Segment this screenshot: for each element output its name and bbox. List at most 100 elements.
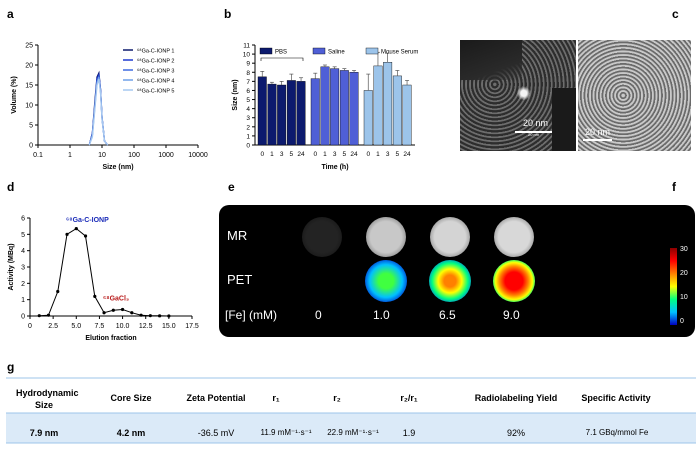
tem-image-darkfield: 20 nm 20 nm	[460, 40, 576, 151]
scale-label-left-small: 20 nm	[528, 132, 540, 137]
b-y-tick-label: 4	[246, 106, 250, 113]
b-legend-label: PBS	[275, 50, 287, 56]
d-x-tick-label: 10.0	[116, 323, 130, 330]
d-data-point	[65, 232, 69, 236]
b-x-tick-label: 0	[260, 151, 264, 158]
a-legend-label: ⁶⁸Ga-C-IONP 3	[137, 68, 175, 75]
a-x-axis-label: Size (nm)	[102, 164, 133, 171]
d-x-tick-label: 2.5	[48, 323, 58, 330]
panel-letter-d: d	[7, 180, 15, 194]
a-y-tick-label: 20	[25, 63, 33, 70]
b-y-tick-label: 7	[246, 79, 250, 86]
table-value-hydrodynamic-size: 7.9 nm	[29, 428, 59, 438]
b-x-tick-label: 3	[280, 151, 284, 158]
b-significance-bracket	[260, 57, 304, 61]
b-x-tick-label: 1	[376, 151, 380, 158]
d-data-point	[130, 311, 134, 315]
colorbar-min: 0	[680, 318, 684, 325]
d-x-tick-label: 12.5	[139, 323, 153, 330]
tem-images: 20 nm 20 nm 20 nm	[460, 40, 691, 151]
d-y-tick-label: 4	[21, 248, 25, 255]
d-data-point	[139, 313, 143, 317]
b-legend-swatch	[365, 47, 379, 55]
pet-phantom	[493, 260, 535, 302]
b-legend-label: Mouse Serum	[381, 50, 418, 56]
fe-value-1: 1.0	[373, 308, 390, 322]
b-y-tick-label: 1	[246, 133, 250, 140]
d-data-point	[148, 314, 152, 318]
b-x-tick-label: 5	[396, 151, 400, 158]
mr-row-label: MR	[227, 228, 248, 243]
b-legend-swatch	[259, 47, 273, 55]
b-y-tick-label: 3	[246, 115, 250, 122]
table-header-radiolabeling-yield: Radiolabeling Yield	[474, 393, 558, 403]
a-y-axis-label: Volume (%)	[11, 76, 18, 114]
b-y-tick-label: 0	[246, 143, 250, 150]
d-data-point	[37, 314, 41, 318]
b-x-tick-label: 24	[403, 151, 411, 158]
b-y-tick-label: 10	[243, 52, 251, 59]
table-header-r2: r₂	[333, 393, 341, 403]
a-y-tick-label: 0	[29, 143, 33, 150]
table-value-core-size: 4.2 nm	[116, 428, 146, 438]
table-header-core-size: Core Size	[110, 393, 152, 403]
a-x-tick-label: 10	[98, 152, 106, 159]
d-annotation: ⁶⁸GaCl₃	[103, 295, 129, 302]
table-value-radiolabeling-yield: 92%	[506, 428, 525, 438]
table-value-r2-r1: 1.9	[402, 428, 416, 438]
d-data-point	[93, 294, 97, 298]
d-x-tick-label: 0	[28, 323, 32, 330]
panel-letter-g: g	[7, 360, 15, 374]
d-data-point	[102, 311, 106, 315]
table-header-zeta-potential: Zeta Potential	[186, 393, 246, 403]
mr-phantom	[366, 217, 406, 257]
b-x-tick-label: 0	[313, 151, 317, 158]
b-x-tick-label: 24	[297, 151, 305, 158]
pet-phantom	[429, 260, 471, 302]
colorbar-low: 10	[680, 294, 688, 301]
d-data-point	[74, 227, 78, 231]
a-y-tick-label: 10	[25, 103, 33, 110]
panel-letter-c: c	[672, 7, 679, 21]
b-x-tick-label: 5	[290, 151, 294, 158]
table-value-r1: 11.9 mM⁻¹·s⁻¹	[260, 428, 312, 437]
b-y-axis-label: Size (nm)	[232, 79, 239, 110]
a-x-tick-label: 0.1	[33, 152, 43, 159]
d-x-tick-label: 5.0	[71, 323, 81, 330]
d-y-tick-label: 1	[21, 297, 25, 304]
b-x-tick-label: 3	[386, 151, 390, 158]
panel-letter-b: b	[224, 7, 232, 21]
d-data-point	[56, 289, 60, 294]
b-x-tick-label: 1	[270, 151, 274, 158]
table-header-r2-r1: r₂/r₁	[400, 393, 418, 403]
a-legend-label: ⁶⁸Ga-C-IONP 4	[137, 78, 175, 85]
table-value-r2: 22.9 mM⁻¹·s⁻¹	[327, 428, 379, 437]
scale-label-right: 20 nm	[585, 127, 611, 137]
scale-bar-right	[583, 139, 612, 141]
d-x-tick-label: 15.0	[162, 323, 176, 330]
fe-value-2: 6.5	[439, 308, 456, 322]
scale-label-left: 20 nm	[523, 118, 549, 128]
tem-image-brightfield: 20 nm	[578, 40, 691, 151]
scale-bar-left	[515, 131, 558, 133]
d-data-point	[83, 234, 88, 238]
a-legend-label: ⁶⁸Ga-C-IONP 1	[137, 48, 175, 55]
b-x-axis-label: Time (h)	[321, 164, 348, 171]
d-y-tick-label: 0	[21, 314, 25, 321]
d-data-point	[111, 308, 115, 312]
b-y-tick-label: 11	[243, 43, 250, 50]
pet-colorbar	[670, 248, 677, 325]
a-y-tick-label: 15	[25, 83, 33, 90]
d-data-point	[46, 313, 51, 317]
pet-row-label: PET	[227, 272, 253, 287]
d-y-tick-label: 6	[21, 216, 25, 223]
d-data-point	[158, 314, 162, 318]
b-y-tick-label: 2	[246, 124, 250, 131]
table-header-hydrodynamic-size: Hydrodynamic Size	[16, 388, 79, 410]
b-y-tick-label: 8	[246, 70, 250, 77]
d-x-axis-label: Elution fraction	[85, 335, 136, 342]
d-data-point	[120, 307, 125, 312]
